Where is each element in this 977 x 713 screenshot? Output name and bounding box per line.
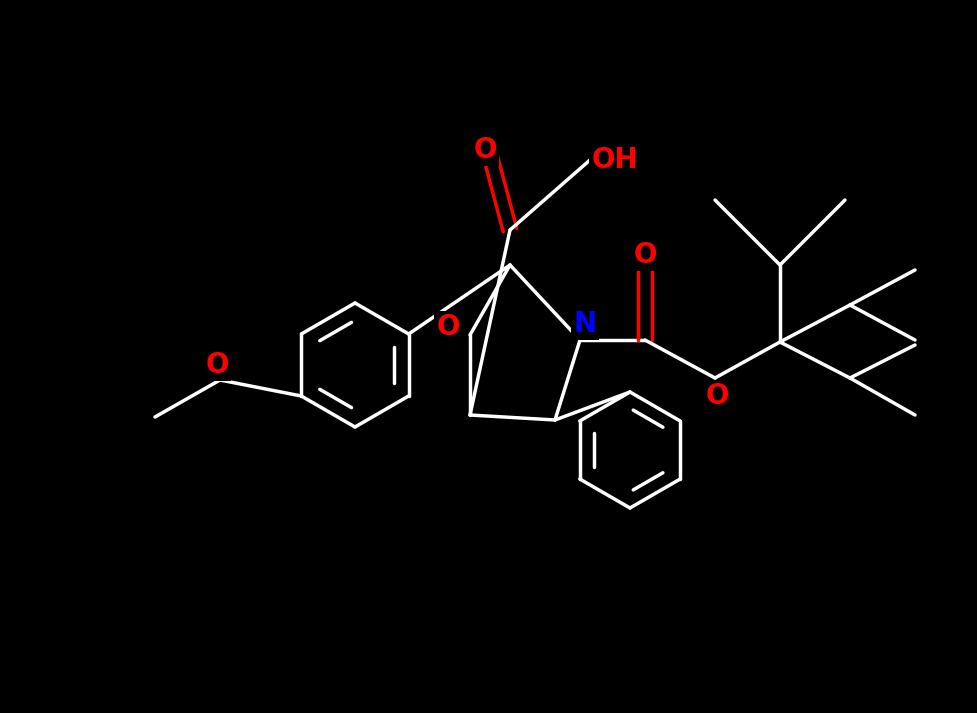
Text: O: O bbox=[473, 136, 496, 164]
Text: O: O bbox=[205, 351, 229, 379]
Text: O: O bbox=[633, 241, 657, 269]
Text: OH: OH bbox=[592, 146, 638, 174]
Text: O: O bbox=[705, 382, 729, 410]
Text: N: N bbox=[573, 310, 597, 338]
Text: O: O bbox=[437, 313, 460, 341]
